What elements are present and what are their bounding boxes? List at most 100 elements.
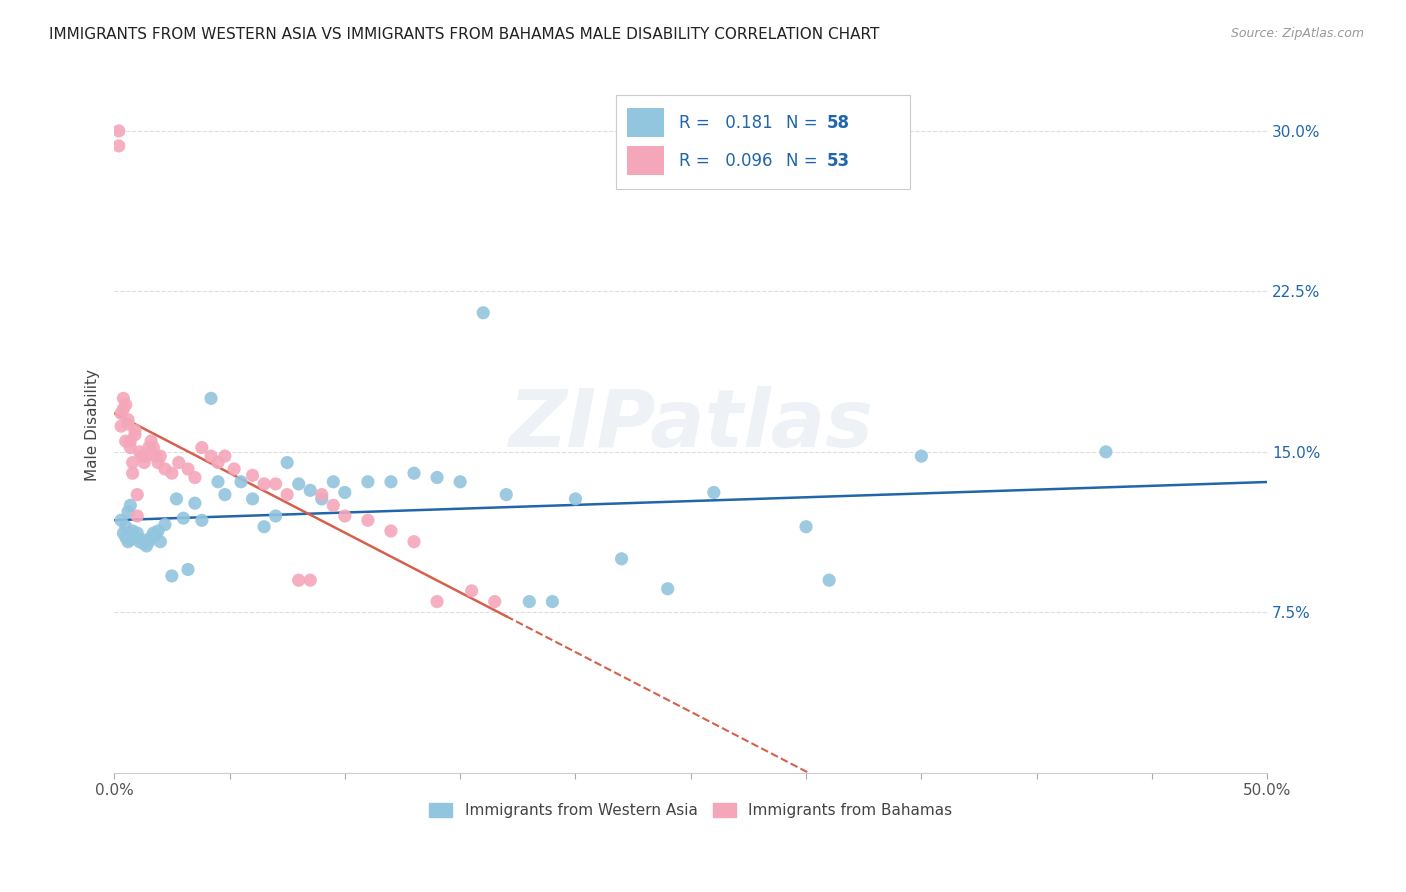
- Text: ZIPatlas: ZIPatlas: [508, 386, 873, 464]
- Point: [380, 524, 402, 538]
- Point: [142, 526, 165, 541]
- Point: [264, 477, 287, 491]
- Point: [191, 441, 214, 455]
- Point: [229, 475, 252, 489]
- Point: [117, 417, 139, 431]
- Point: [207, 456, 229, 470]
- Text: N =: N =: [786, 152, 824, 169]
- Point: [112, 392, 135, 406]
- Point: [657, 582, 679, 596]
- Point: [153, 462, 176, 476]
- Point: [253, 477, 276, 491]
- Point: [117, 534, 139, 549]
- Point: [128, 445, 150, 459]
- Point: [224, 462, 246, 476]
- Point: [311, 491, 333, 506]
- Point: [110, 419, 132, 434]
- Point: [120, 434, 142, 449]
- Point: [160, 569, 183, 583]
- Point: [426, 470, 449, 484]
- Point: [121, 467, 143, 481]
- Point: [139, 434, 162, 449]
- Point: [112, 526, 135, 541]
- Point: [703, 485, 725, 500]
- Point: [472, 306, 495, 320]
- Point: [135, 539, 157, 553]
- Point: [145, 528, 167, 542]
- Point: [449, 475, 471, 489]
- Point: [160, 467, 183, 481]
- Point: [214, 449, 236, 463]
- Point: [110, 513, 132, 527]
- Point: [357, 513, 380, 527]
- Point: [128, 534, 150, 549]
- Point: [564, 491, 586, 506]
- Text: Source: ZipAtlas.com: Source: ZipAtlas.com: [1230, 27, 1364, 40]
- Point: [276, 488, 298, 502]
- FancyBboxPatch shape: [627, 146, 664, 176]
- Point: [127, 508, 149, 523]
- Point: [253, 519, 276, 533]
- Point: [177, 462, 200, 476]
- Point: [287, 477, 309, 491]
- FancyBboxPatch shape: [616, 95, 910, 189]
- Point: [138, 441, 160, 455]
- Point: [541, 594, 564, 608]
- Point: [146, 524, 169, 538]
- Point: [200, 392, 222, 406]
- Point: [172, 511, 194, 525]
- Point: [166, 491, 188, 506]
- Legend: Immigrants from Western Asia, Immigrants from Bahamas: Immigrants from Western Asia, Immigrants…: [423, 797, 957, 824]
- Point: [184, 496, 207, 510]
- Point: [910, 449, 932, 463]
- Point: [134, 456, 156, 470]
- Point: [114, 434, 136, 449]
- Text: N =: N =: [786, 113, 824, 132]
- Point: [139, 530, 162, 544]
- Point: [460, 583, 482, 598]
- Point: [145, 449, 167, 463]
- Point: [107, 124, 129, 138]
- Point: [112, 402, 135, 417]
- Point: [124, 424, 146, 438]
- Point: [200, 449, 222, 463]
- Point: [120, 441, 142, 455]
- Point: [138, 534, 160, 549]
- Point: [207, 475, 229, 489]
- Text: R =: R =: [679, 113, 716, 132]
- Point: [124, 427, 146, 442]
- Point: [242, 468, 264, 483]
- Point: [484, 594, 506, 608]
- Point: [110, 406, 132, 420]
- Point: [149, 534, 172, 549]
- Point: [299, 573, 322, 587]
- Text: 0.181: 0.181: [720, 113, 772, 132]
- Point: [818, 573, 841, 587]
- Text: IMMIGRANTS FROM WESTERN ASIA VS IMMIGRANTS FROM BAHAMAS MALE DISABILITY CORRELAT: IMMIGRANTS FROM WESTERN ASIA VS IMMIGRAN…: [49, 27, 880, 42]
- Point: [120, 498, 142, 512]
- Point: [127, 488, 149, 502]
- Text: 58: 58: [827, 113, 849, 132]
- Y-axis label: Male Disability: Male Disability: [86, 369, 100, 481]
- Point: [184, 470, 207, 484]
- Point: [120, 533, 142, 547]
- Point: [357, 475, 380, 489]
- Point: [380, 475, 402, 489]
- Point: [242, 491, 264, 506]
- Point: [191, 513, 214, 527]
- Point: [322, 498, 344, 512]
- Point: [299, 483, 322, 498]
- Point: [322, 475, 344, 489]
- Point: [1095, 445, 1118, 459]
- Point: [121, 456, 143, 470]
- Point: [117, 413, 139, 427]
- Point: [177, 562, 200, 576]
- Point: [107, 139, 129, 153]
- Point: [127, 526, 149, 541]
- Point: [276, 456, 298, 470]
- Point: [333, 485, 356, 500]
- Point: [117, 505, 139, 519]
- Point: [495, 488, 517, 502]
- Point: [134, 537, 156, 551]
- Point: [153, 517, 176, 532]
